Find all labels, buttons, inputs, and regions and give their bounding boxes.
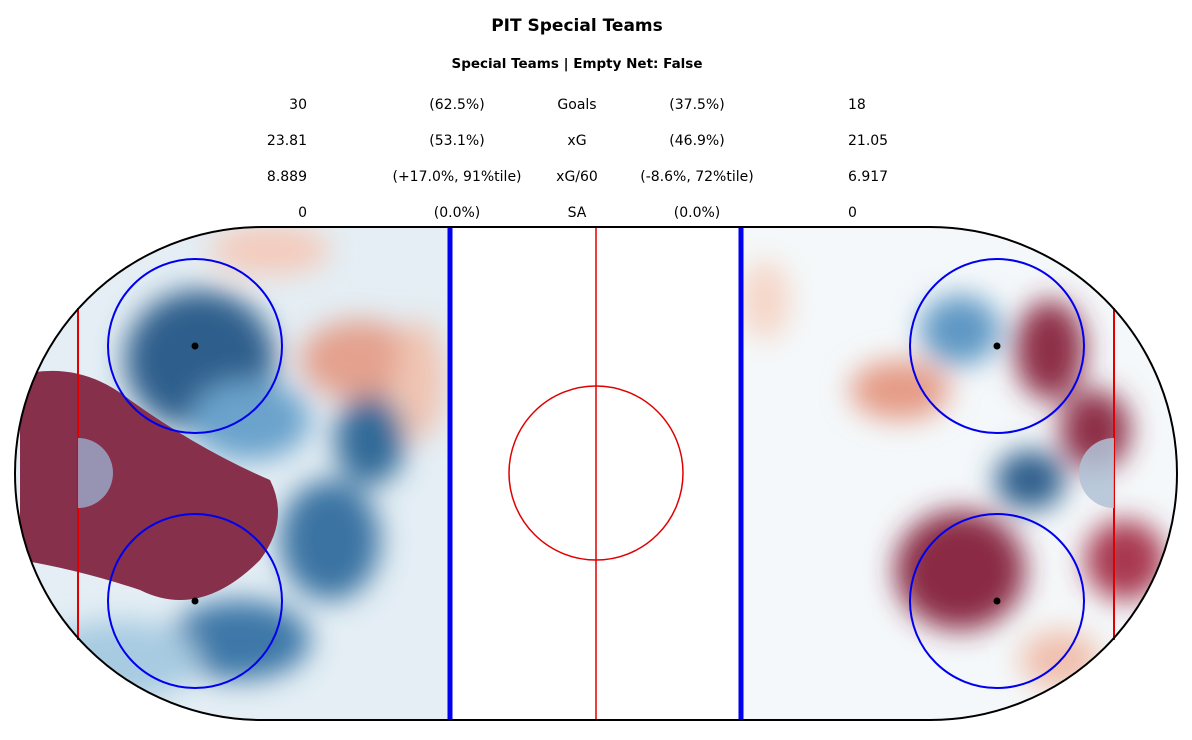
stats-table: 30 (62.5%) Goals (37.5%) 18 23.81 (53.1%) xG (46… (267, 97, 888, 221)
stat-left-pct: (+17.0%, 91%tile) (392, 169, 521, 185)
stat-right-pct: (-8.6%, 72%tile) (640, 169, 753, 185)
stat-right: 21.05 (848, 133, 888, 149)
stat-left: 23.81 (267, 133, 307, 149)
stat-right-pct: (37.5%) (669, 97, 724, 113)
stat-left: 8.889 (267, 169, 307, 185)
stat-label: xG/60 (556, 169, 598, 185)
stat-label: xG (567, 133, 586, 149)
stat-label: SA (568, 205, 587, 221)
stat-left-pct: (62.5%) (429, 97, 484, 113)
stat-right-pct: (0.0%) (674, 205, 721, 221)
stat-label: Goals (557, 97, 596, 113)
stat-right: 18 (848, 97, 866, 113)
stat-left-pct: (0.0%) (434, 205, 481, 221)
stat-right-pct: (46.9%) (669, 133, 724, 149)
stat-left-pct: (53.1%) (429, 133, 484, 149)
subtitle: Special Teams | Empty Net: False (452, 56, 703, 72)
stat-left: 0 (298, 205, 307, 221)
stat-left: 30 (289, 97, 307, 113)
stat-right: 6.917 (848, 169, 888, 185)
stat-right: 0 (848, 205, 857, 221)
title: PIT Special Teams (491, 16, 663, 36)
rink-lines (14, 226, 1178, 721)
